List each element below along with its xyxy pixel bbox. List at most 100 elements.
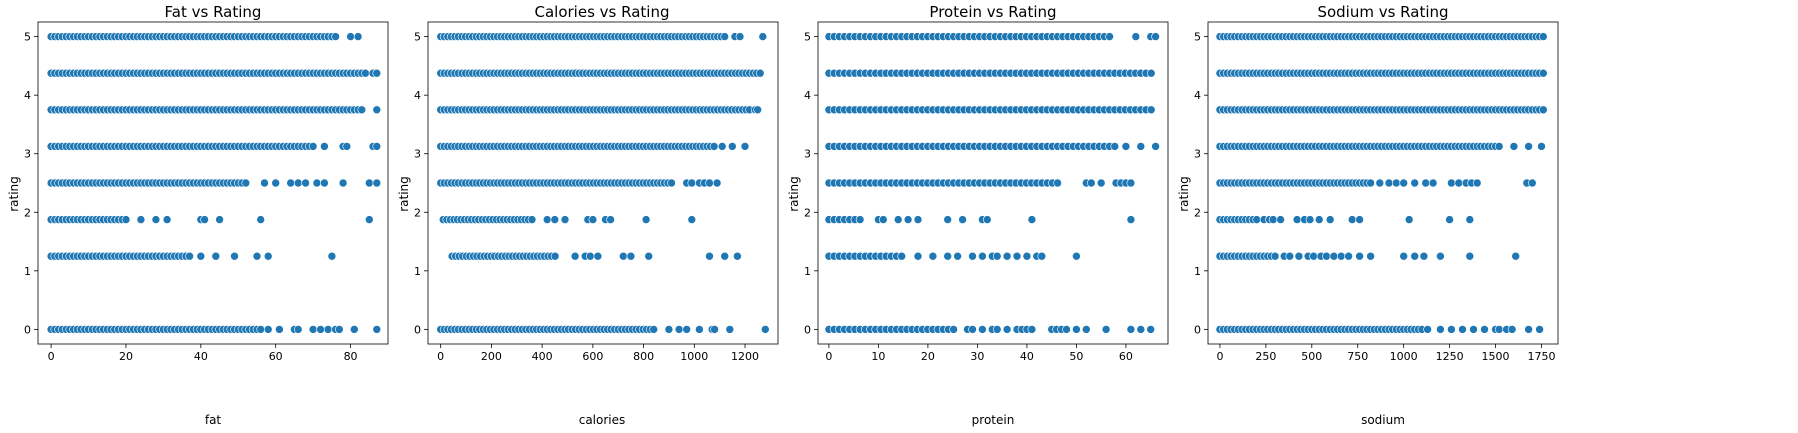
point-rating-1-25 bbox=[211, 251, 221, 261]
point-rating-3-75 bbox=[372, 105, 382, 115]
point-rating-0 bbox=[725, 325, 735, 334]
y-tick-label: 0 bbox=[414, 323, 421, 336]
point-rating-2-5 bbox=[1399, 178, 1408, 188]
y-tick-label: 3 bbox=[1194, 148, 1201, 161]
point-rating-1-875 bbox=[162, 215, 172, 224]
x-tick-label: 40 bbox=[1020, 350, 1034, 363]
y-tick-label: 2 bbox=[414, 206, 421, 219]
point-rating-1-875 bbox=[878, 215, 888, 224]
scatter-points bbox=[824, 32, 1160, 334]
point-rating-3-125 bbox=[372, 142, 382, 151]
point-rating-2-5 bbox=[1472, 178, 1482, 188]
point-rating-1-875 bbox=[1445, 215, 1454, 224]
plot-frame bbox=[37, 21, 389, 345]
point-rating-1-25 bbox=[1419, 251, 1429, 261]
y-tick-label: 0 bbox=[24, 323, 31, 336]
point-rating-1-25 bbox=[1410, 251, 1419, 261]
y-tick-label: 5 bbox=[804, 31, 811, 44]
y-tick-label: 0 bbox=[1194, 323, 1201, 336]
point-rating-2-5 bbox=[312, 178, 322, 188]
point-rating-0 bbox=[1469, 325, 1478, 334]
point-rating-1-875 bbox=[121, 215, 131, 224]
point-rating-3-125 bbox=[1136, 142, 1146, 151]
point-rating-1-25 bbox=[968, 251, 977, 261]
point-rating-2-5 bbox=[1454, 178, 1464, 188]
point-rating-2-5 bbox=[712, 178, 722, 188]
point-rating-1-25 bbox=[1399, 251, 1408, 261]
point-rating-1-25 bbox=[897, 251, 907, 261]
point-rating-0 bbox=[949, 325, 958, 334]
point-rating-2-5 bbox=[1447, 178, 1456, 188]
point-rating-1-25 bbox=[953, 251, 962, 261]
point-rating-1-875 bbox=[527, 215, 537, 224]
point-rating-0 bbox=[978, 325, 987, 334]
y-axis-label: rating bbox=[7, 176, 21, 212]
point-rating-1-25 bbox=[618, 251, 628, 261]
point-rating-1-25 bbox=[570, 251, 580, 261]
plot-frame bbox=[427, 21, 779, 345]
point-rating-1-25 bbox=[978, 251, 987, 261]
point-rating-0 bbox=[349, 325, 359, 334]
point-rating-0 bbox=[1436, 325, 1445, 334]
point-rating-1-875 bbox=[1325, 215, 1335, 224]
point-rating-3-75 bbox=[357, 105, 367, 115]
point-rating-2-5 bbox=[364, 178, 374, 188]
point-rating-1-875 bbox=[606, 215, 615, 224]
point-rating-5 bbox=[720, 32, 730, 41]
point-rating-1-875 bbox=[893, 215, 903, 224]
point-rating-1-875 bbox=[687, 215, 697, 224]
point-rating-1-25 bbox=[1285, 251, 1295, 261]
point-rating-1-25 bbox=[1002, 251, 1012, 261]
protein-vs-rating-panel: Protein vs Rating protein rating 0 10 20 30… bbox=[787, 3, 1169, 427]
x-tick-label: 20 bbox=[119, 350, 133, 363]
point-rating-0 bbox=[1146, 325, 1155, 334]
point-rating-2-5 bbox=[1410, 178, 1419, 188]
point-rating-0 bbox=[263, 325, 273, 334]
point-rating-1-875 bbox=[560, 215, 570, 224]
y-ticks: 0 1 2 3 4 5 bbox=[804, 31, 818, 336]
point-rating-1-25 bbox=[943, 251, 953, 261]
point-rating-1-25 bbox=[720, 251, 730, 261]
point-rating-1-25 bbox=[196, 251, 206, 261]
point-rating-0 bbox=[710, 325, 719, 334]
point-rating-1-875 bbox=[855, 215, 865, 224]
x-tick-label: 0 bbox=[437, 350, 444, 363]
point-rating-3-75 bbox=[1146, 105, 1156, 115]
point-rating-3-125 bbox=[727, 142, 737, 151]
point-rating-5 bbox=[735, 32, 745, 41]
point-rating-1-25 bbox=[626, 251, 636, 261]
x-tick-label: 60 bbox=[269, 350, 283, 363]
point-rating-1-875 bbox=[151, 215, 161, 224]
point-rating-0 bbox=[323, 325, 333, 334]
x-tick-label: 40 bbox=[194, 350, 208, 363]
calories-vs-rating-panel: Calories vs Rating calories rating 0 200 4… bbox=[397, 3, 779, 427]
x-tick-label: 1500 bbox=[1482, 350, 1510, 363]
y-tick-label: 3 bbox=[24, 148, 31, 161]
chart-title: Protein vs Rating bbox=[929, 3, 1056, 21]
point-rating-1-875 bbox=[588, 215, 598, 224]
point-rating-0 bbox=[1447, 325, 1456, 334]
point-rating-1-25 bbox=[1436, 251, 1445, 261]
point-rating-3-125 bbox=[1494, 142, 1504, 151]
point-rating-4-375 bbox=[372, 68, 382, 78]
point-rating-1-25 bbox=[1022, 251, 1032, 261]
point-rating-0 bbox=[1027, 325, 1037, 334]
point-rating-1-25 bbox=[1465, 251, 1475, 261]
point-rating-3-125 bbox=[1121, 142, 1131, 151]
point-rating-3-75 bbox=[753, 105, 763, 115]
x-tick-label: 500 bbox=[1301, 350, 1322, 363]
point-rating-4-375 bbox=[361, 68, 370, 78]
point-rating-1-875 bbox=[982, 215, 992, 224]
point-rating-1-875 bbox=[542, 215, 552, 224]
point-rating-2-5 bbox=[271, 178, 281, 188]
point-rating-5 bbox=[1105, 32, 1114, 41]
x-tick-label: 600 bbox=[582, 350, 603, 363]
scatter-points bbox=[46, 32, 382, 334]
point-rating-4-375 bbox=[1539, 68, 1548, 78]
point-rating-1-25 bbox=[327, 251, 337, 261]
x-tick-label: 80 bbox=[344, 350, 358, 363]
point-rating-0 bbox=[674, 325, 684, 334]
y-tick-label: 1 bbox=[24, 265, 31, 278]
point-rating-2-5 bbox=[1384, 178, 1394, 188]
x-tick-label: 60 bbox=[1119, 350, 1133, 363]
